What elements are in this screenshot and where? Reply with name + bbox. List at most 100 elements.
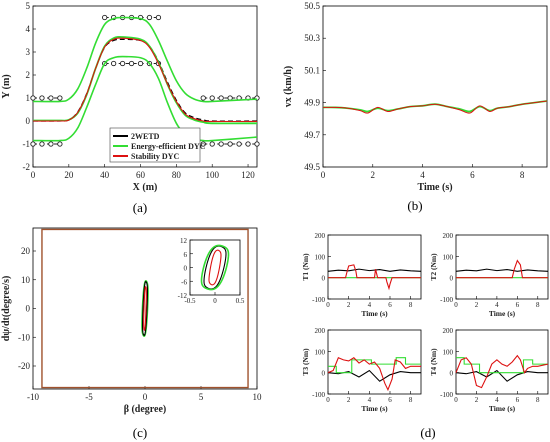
chart-d3-frame bbox=[327, 329, 422, 395]
chart-b-series-stability bbox=[322, 100, 548, 114]
chart-d1-xtick-label: 8 bbox=[409, 301, 413, 309]
chart-a-cone bbox=[227, 141, 233, 147]
chart-d3-xtick-label: 4 bbox=[368, 396, 372, 404]
chart-d3-xtick-label: 0 bbox=[326, 396, 330, 404]
chart-d1-ytick-label: -100 bbox=[312, 296, 325, 304]
chart-d4-xlabel: Time (s) bbox=[489, 404, 516, 413]
chart-a-xlabel: X (m) bbox=[133, 182, 158, 193]
chart-d4-series-2WETD bbox=[455, 369, 548, 382]
chart-a-cone bbox=[48, 95, 54, 101]
chart-b-ytick-label: 50.3 bbox=[304, 33, 320, 43]
chart-d4-xtick-label: 8 bbox=[536, 396, 540, 404]
chart-a-cone bbox=[209, 95, 215, 101]
caption-d: (d) bbox=[420, 425, 435, 440]
chart-d4-ytick-label: 0 bbox=[450, 370, 454, 378]
chart-a-series-stability bbox=[32, 37, 258, 123]
chart-a-cone bbox=[48, 141, 54, 147]
chart-d3-xtick-label: 2 bbox=[347, 396, 351, 404]
chart-a-xtick-label: 100 bbox=[205, 170, 219, 180]
chart-a-cone bbox=[110, 60, 117, 67]
chart-c-inset-series-energy bbox=[200, 244, 230, 291]
chart-a-legend-label: 2WETD bbox=[131, 132, 160, 141]
chart-a-cone bbox=[254, 141, 260, 147]
chart-a-boundary-line bbox=[32, 16, 258, 103]
chart-c-axes: -10 -5 0 5 10 -20 -10 0 10 20 β (degree) dψ/dt(degr… bbox=[1, 227, 263, 415]
chart-c-ytick-label: -20 bbox=[18, 361, 30, 371]
chart-c-xtick-label: 10 bbox=[253, 392, 263, 402]
chart-c-inset-ytick-label: 6 bbox=[184, 251, 188, 259]
chart-a-xtick-label: 80 bbox=[172, 170, 182, 180]
chart-d1-xtick-label: 4 bbox=[368, 301, 372, 309]
chart-c-inset-ytick-label: -12 bbox=[178, 292, 188, 300]
chart-c-ytick-label: 20 bbox=[21, 246, 31, 256]
chart-a-xtick-label: 40 bbox=[100, 170, 110, 180]
chart-a-cone bbox=[245, 141, 251, 147]
chart-a-series-energy bbox=[32, 36, 258, 125]
chart-a-cone bbox=[137, 60, 144, 67]
chart-d2-ytick-label: 100 bbox=[443, 253, 454, 261]
chart-d3-ytick-label: 200 bbox=[315, 327, 326, 335]
caption-a: (a) bbox=[133, 200, 147, 215]
chart-d4-xtick-label: 0 bbox=[454, 396, 458, 404]
chart-c-inset-ytick-label: 12 bbox=[180, 237, 188, 245]
chart-d2-ytick-label: 200 bbox=[443, 232, 454, 240]
chart-c-xtick-label: 5 bbox=[199, 392, 204, 402]
chart-a-ytick-label: -2 bbox=[23, 162, 31, 172]
chart-c-xtick-label: 0 bbox=[143, 392, 148, 402]
chart-c-series-2WETD bbox=[141, 281, 149, 336]
chart-d4-ylabel: T4 (Nm) bbox=[429, 348, 438, 376]
chart-d4-ytick-label: -100 bbox=[440, 391, 453, 399]
chart-b-xtick-label: 8 bbox=[520, 170, 525, 180]
chart-d2-xtick-label: 8 bbox=[536, 301, 540, 309]
chart-c-inset-axes: -0.5 0 0.5 -12 -6 0 6 12 bbox=[178, 237, 245, 305]
chart-b-ylabel: vx (km/h) bbox=[283, 66, 294, 107]
chart-a-legend-label: Energy-efficient DYC bbox=[131, 142, 206, 151]
chart-b-xtick-label: 2 bbox=[371, 170, 376, 180]
chart-c-inset-bg bbox=[190, 240, 240, 295]
chart-a-cone bbox=[155, 14, 162, 21]
chart-d3-xlabel: Time (s) bbox=[361, 404, 388, 413]
chart-a-axes: 0 20 40 60 80 100 120 -2 -1 0 1 2 3 4 5 X (m) Y (m) bbox=[1, 1, 258, 193]
chart-a-cone bbox=[128, 60, 135, 67]
chart-d2-xlabel: Time (s) bbox=[489, 309, 516, 318]
chart-a-ylabel: Y (m) bbox=[1, 74, 12, 98]
chart-d1-xtick-label: 2 bbox=[347, 301, 351, 309]
chart-a-cone bbox=[236, 141, 242, 147]
chart-a-cone bbox=[57, 95, 63, 101]
chart-d1-series-2WETD bbox=[327, 268, 422, 272]
chart-a-xtick-label: 0 bbox=[31, 170, 36, 180]
chart-d1-ylabel: T1 (Nm) bbox=[301, 253, 310, 281]
chart-b-xtick-label: 6 bbox=[470, 170, 475, 180]
chart-d1-ytick-label: 0 bbox=[322, 275, 326, 283]
chart-d2-ytick-label: 0 bbox=[450, 275, 454, 283]
chart-b-xtick-label: 0 bbox=[321, 170, 326, 180]
chart-c-ytick-label: 10 bbox=[21, 275, 31, 285]
chart-d4-xtick-label: 2 bbox=[475, 396, 479, 404]
chart-a-cone bbox=[119, 60, 126, 67]
chart-d2-series-2WETD bbox=[455, 268, 549, 272]
chart-b-axes: 0 2 4 6 8 49.5 49.7 49.9 50.1 50.3 50.5 Time (s) vx … bbox=[283, 1, 548, 193]
chart-a-cone bbox=[102, 14, 108, 21]
chart-a-cone bbox=[57, 141, 63, 147]
chart-a-xtick-label: 20 bbox=[64, 170, 74, 180]
chart-a-cone bbox=[30, 141, 36, 147]
chart-d4-ytick-label: 200 bbox=[443, 327, 454, 335]
caption-b: (b) bbox=[407, 198, 422, 213]
chart-c-xtick-label: -10 bbox=[27, 392, 39, 402]
chart-d4-frame bbox=[455, 329, 549, 395]
chart-c-inset-xtick-label: -0.5 bbox=[184, 297, 196, 305]
chart-c-inset-xtick-label: 0 bbox=[213, 297, 217, 305]
chart-a-cone bbox=[200, 95, 206, 101]
chart-d2-ylabel: T2 (Nm) bbox=[429, 253, 438, 281]
chart-b-frame bbox=[322, 5, 548, 168]
chart-d1-frame bbox=[327, 234, 422, 300]
chart-a-frame bbox=[32, 5, 258, 168]
chart-a-cone bbox=[146, 14, 153, 21]
chart-a-ytick-label: -1 bbox=[23, 139, 31, 149]
chart-d3-xtick-label: 6 bbox=[388, 396, 392, 404]
